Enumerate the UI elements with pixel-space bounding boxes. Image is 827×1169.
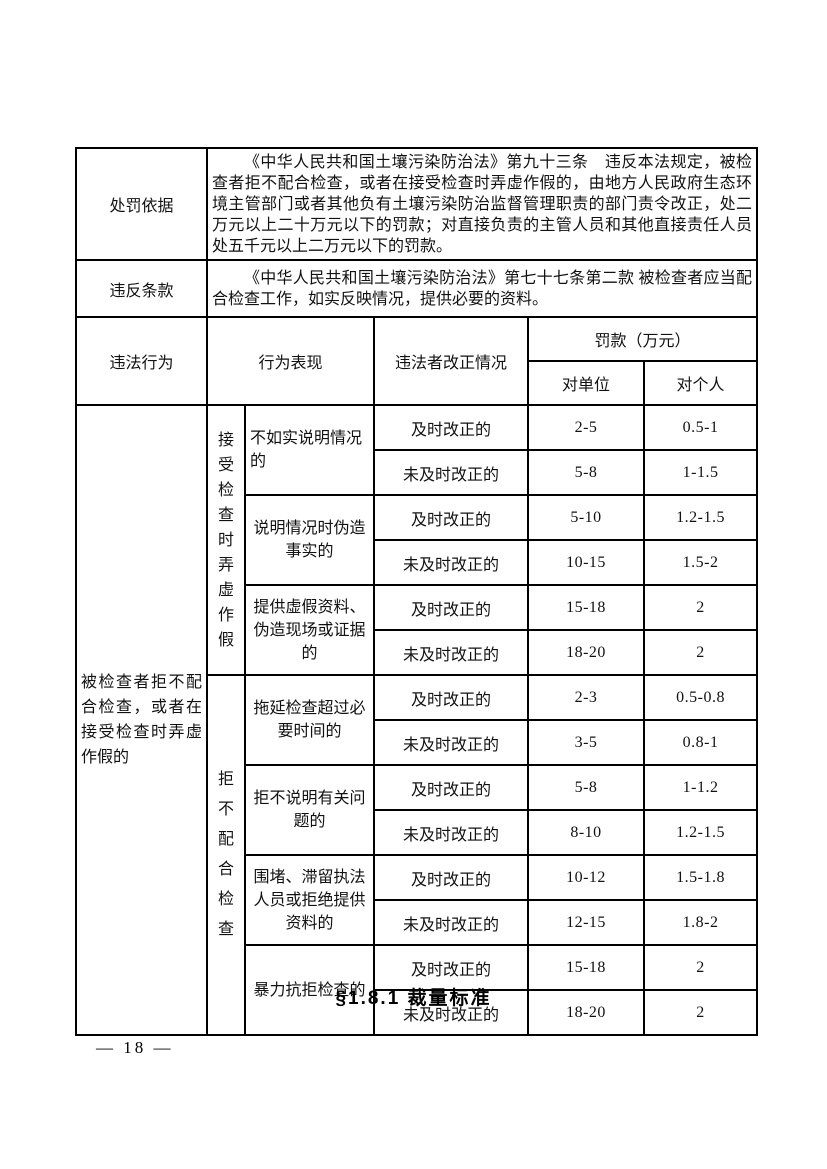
fine-unit-cell: 2-3 [527,674,645,721]
table-row: 未及时改正的 5-8 1-1.5 [76,449,759,496]
correction-cell: 未及时改正的 [373,989,529,1036]
table-row: 围堵、滞留执法人员或拒绝提供资料的 及时改正的 10-12 1.5-1.8 [76,854,759,946]
fine-individual-cell: 1.2-1.5 [642,494,759,541]
fine-unit-cell: 2-5 [527,404,645,451]
fine-unit-cell: 15-18 [527,584,645,631]
header-illegal-act: 违法行为 [75,316,208,406]
fine-individual-cell: 2 [642,629,759,676]
table-header-row: 违法行为 行为表现 违法者改正情况 罚款（万元） [75,316,759,406]
penalty-basis-content: 《中华人民共和国土壤污染防治法》第九十三条 违反本法规定，被检查者拒不配合检查，… [205,147,759,261]
violated-clause-content: 《中华人民共和国土壤污染防治法》第七十七条第二款 被检查者应当配合检查工作，如实… [205,259,759,318]
fine-individual-cell: 1-1.5 [642,449,759,496]
fine-individual-cell: 2 [642,989,759,1036]
table-row: 违反条款 《中华人民共和国土壤污染防治法》第七十七条第二款 被检查者应当配合检查… [75,259,759,318]
correction-cell: 及时改正的 [373,494,529,541]
fine-individual-cell: 1-1.2 [642,764,759,811]
fine-individual-cell: 1.8-2 [642,899,759,946]
category-cell: 拒不配合检查 [206,674,246,1036]
penalty-standards-table: 处罚依据 《中华人民共和国土壤污染防治法》第九十三条 违反本法规定，被检查者拒不… [75,147,759,1036]
fine-unit-cell: 12-15 [527,899,645,946]
fine-unit-cell: 18-20 [527,989,645,1036]
fine-unit-cell: 5-8 [527,764,645,811]
table-row: 处罚依据 《中华人民共和国土壤污染防治法》第九十三条 违反本法规定，被检查者拒不… [75,147,759,261]
fine-unit-cell: 10-15 [527,539,645,586]
table-row: 未及时改正的 8-10 1.2-1.5 [76,809,759,856]
fine-unit-cell: 18-20 [527,629,645,676]
correction-cell: 未及时改正的 [373,539,529,586]
correction-cell: 及时改正的 [373,854,529,901]
fine-individual-cell: 1.5-2 [642,539,759,586]
category-name: 拒不配合检查 [217,771,234,938]
header-fine: 罚款（万元） [526,316,759,362]
fine-unit-cell: 8-10 [527,809,645,856]
fine-unit-cell: 15-18 [527,944,645,991]
fine-unit-cell: 10-12 [527,854,645,901]
behavior-cell: 围堵、滞留执法人员或拒绝提供资料的 [244,854,375,946]
correction-cell: 及时改正的 [373,674,529,721]
fine-unit-cell: 5-10 [527,494,645,541]
behavior-cell: 说明情况时伪造事实的 [244,494,375,586]
section-heading: §1.8.1 裁量标准 [335,988,492,1009]
correction-cell: 未及时改正的 [373,809,529,856]
behavior-cell: 暴力抗拒检查的 [244,944,375,1036]
behavior-cell: 拒不说明有关问题的 [244,764,375,856]
table-row: 未及时改正的 3-5 0.8-1 [76,719,759,766]
fine-individual-cell: 1.5-1.8 [642,854,759,901]
correction-cell: 及时改正的 [373,584,529,631]
violated-clause-label: 违反条款 [75,259,208,318]
correction-cell: 未及时改正的 [373,449,529,496]
table-row: 未及时改正的 18-20 2 [76,629,759,676]
page-number: — 18 — [96,1038,174,1057]
behavior-cell: 拖延检查超过必要时间的 [244,674,375,766]
correction-cell: 未及时改正的 [373,719,529,766]
table-row: 拒不说明有关问题的 及时改正的 5-8 1-1.2 [76,764,759,856]
fine-unit-cell: 3-5 [527,719,645,766]
header-fine-individual: 对个人 [642,360,759,406]
header-fine-unit: 对单位 [527,360,645,406]
fine-unit-cell: 5-8 [527,449,645,496]
fine-individual-cell: 2 [642,584,759,631]
fine-individual-cell: 1.2-1.5 [642,809,759,856]
correction-cell: 及时改正的 [373,764,529,811]
correction-cell: 及时改正的 [373,404,529,451]
header-behavior: 行为表现 [206,316,375,406]
table-row: 被检查者拒不配合检查，或者在接受检查时弄虚作假的 接受检查时弄虚作假 不如实说明… [75,404,759,1036]
fine-individual-cell: 2 [642,944,759,991]
behavior-cell: 不如实说明情况的 [244,404,375,496]
category-name: 接受检查时弄虚作假 [217,431,234,649]
table-row: 提供虚假资料、伪造现场或证据的 及时改正的 15-18 2 [76,584,759,676]
table-row: 暴力抗拒检查的 及时改正的 15-18 2 [76,944,759,1036]
fine-individual-cell: 0.5-0.8 [642,674,759,721]
category-cell: 接受检查时弄虚作假 [206,404,246,676]
illegal-act-cell: 被检查者拒不配合检查，或者在接受检查时弄虚作假的 [75,404,208,1036]
correction-cell: 未及时改正的 [373,629,529,676]
fine-individual-cell: 0.8-1 [642,719,759,766]
header-correction-status: 违法者改正情况 [373,316,529,406]
penalty-basis-label: 处罚依据 [75,147,208,261]
table-row: 说明情况时伪造事实的 及时改正的 5-10 1.2-1.5 [76,494,759,586]
correction-cell: 未及时改正的 [373,899,529,946]
table-row: 未及时改正的 18-20 2 [76,989,759,1036]
correction-cell: 及时改正的 [373,944,529,991]
table-header-row: 对单位 对个人 [76,360,759,406]
table-row: 拒不配合检查 拖延检查超过必要时间的 及时改正的 2-3 0.5-0.8 [76,674,759,1036]
fine-individual-cell: 0.5-1 [642,404,759,451]
behavior-cell: 提供虚假资料、伪造现场或证据的 [244,584,375,676]
table-row: 未及时改正的 10-15 1.5-2 [76,539,759,586]
table-row: 未及时改正的 12-15 1.8-2 [76,899,759,946]
